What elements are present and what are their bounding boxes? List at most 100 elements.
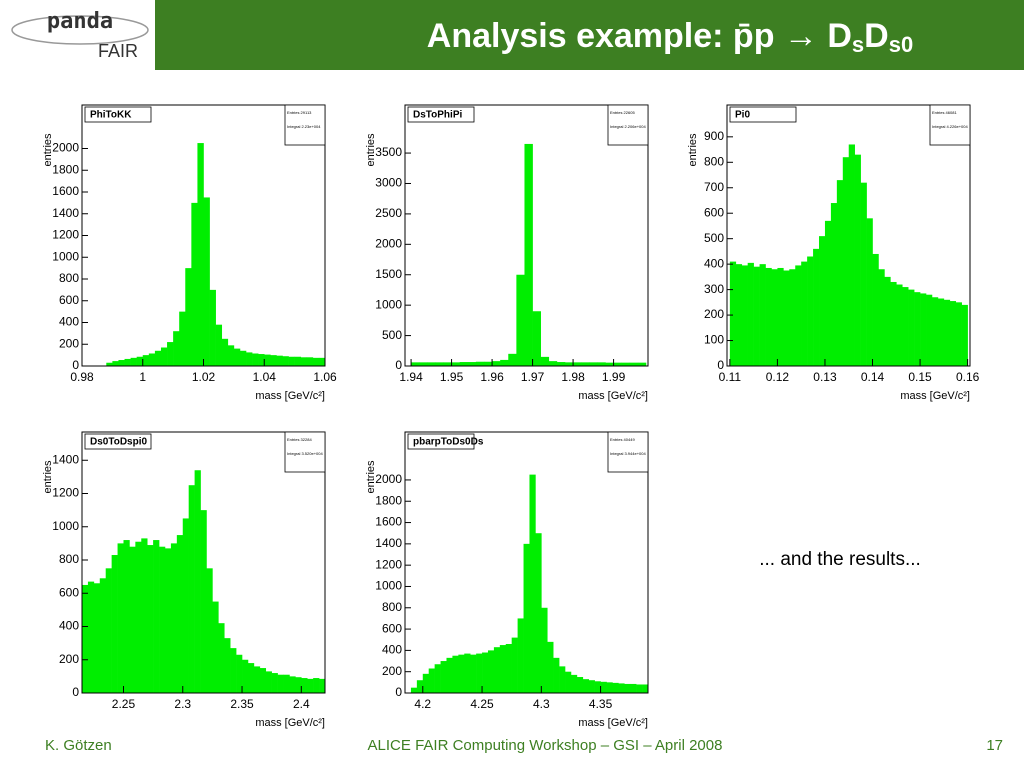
- bar: [753, 266, 760, 366]
- bar: [435, 362, 444, 366]
- bar: [872, 253, 879, 366]
- bar: [878, 269, 885, 366]
- bar: [624, 683, 631, 693]
- bar: [801, 261, 808, 366]
- bar: [813, 248, 820, 366]
- bar: [167, 342, 174, 366]
- bar: [148, 353, 156, 366]
- bar: [318, 357, 325, 366]
- bar: [443, 362, 452, 366]
- bar: [961, 304, 968, 366]
- bar: [434, 664, 441, 693]
- stats-text: Entries 32284: [287, 437, 312, 442]
- plot-frame: [726, 104, 971, 367]
- y-tick-label: 1500: [375, 267, 402, 281]
- x-tick-label: 2.4: [293, 697, 310, 711]
- y-tick-label: 3000: [375, 176, 402, 190]
- bar: [613, 362, 622, 366]
- bar: [516, 274, 525, 366]
- bar: [159, 546, 166, 693]
- histogram-panel: 0 200 400 600 800 1000 1200 1400 2.25 2.3 2.35 2.4 m…: [42, 431, 326, 729]
- bar: [277, 674, 284, 693]
- bar: [230, 648, 237, 693]
- title-box: [729, 106, 797, 123]
- bar: [185, 268, 192, 366]
- x-tick-label: 4.2: [414, 697, 431, 711]
- x-tick-label: 2.35: [230, 697, 254, 711]
- y-axis-label: entries: [687, 133, 699, 167]
- x-tick-label: 1.02: [192, 370, 216, 384]
- bar: [194, 470, 201, 693]
- bar: [618, 683, 625, 693]
- bar: [582, 679, 590, 693]
- bar: [642, 684, 648, 693]
- histogram-panel: 0 100 200 300 400 500 600 700 800 900 0.11 0.12 0.13…: [687, 104, 980, 402]
- bar: [160, 347, 168, 366]
- x-tick-label: 0.11: [719, 370, 742, 384]
- bar: [860, 182, 867, 366]
- title-box: [84, 433, 152, 450]
- bar: [517, 618, 524, 693]
- bar: [253, 666, 261, 693]
- bar: [529, 474, 536, 693]
- bar: [242, 659, 249, 693]
- bar: [410, 687, 418, 693]
- bars: [106, 143, 325, 366]
- bar: [209, 289, 216, 366]
- bar: [142, 355, 150, 366]
- bar: [636, 684, 643, 693]
- bar: [289, 676, 296, 693]
- logo-panda: panda: [47, 9, 113, 34]
- bar: [105, 568, 112, 693]
- x-tick-label: 1.98: [561, 370, 585, 384]
- bar: [597, 362, 606, 366]
- bar: [419, 362, 428, 366]
- bar: [247, 663, 255, 693]
- bar: [203, 197, 210, 366]
- bar: [819, 236, 826, 366]
- bar: [482, 652, 489, 693]
- panel-title: Pi0: [735, 110, 750, 121]
- bar: [532, 311, 541, 366]
- bar: [130, 357, 137, 366]
- bars: [729, 144, 968, 366]
- y-tick-label: 0: [717, 358, 724, 372]
- stats-box: [929, 104, 971, 146]
- bar: [306, 357, 314, 366]
- y-tick-label: 1800: [52, 162, 79, 176]
- bar: [573, 362, 582, 366]
- x-tick-label: 0.12: [766, 370, 790, 384]
- bar: [548, 361, 558, 366]
- title-sub: s: [852, 32, 864, 57]
- histogram-panel: 0 200 400 600 800 1000 1200 1400 1600 1800 2000 4.2…: [365, 431, 649, 729]
- y-tick-label: 600: [382, 621, 402, 635]
- bar: [212, 601, 219, 693]
- bar: [783, 270, 790, 366]
- y-tick-label: 600: [704, 205, 724, 219]
- title-part: Analysis example: p̄p → D: [427, 17, 852, 55]
- x-tick-label: 0.98: [70, 370, 94, 384]
- bar: [295, 677, 302, 693]
- bar: [164, 548, 172, 693]
- panel-title: DsToPhiPi: [413, 110, 462, 121]
- x-tick-label: 1: [139, 370, 146, 384]
- bar: [218, 623, 225, 693]
- y-tick-label: 0: [72, 358, 79, 372]
- bar: [588, 680, 595, 693]
- y-tick-label: 800: [59, 552, 79, 566]
- stats-text: Entries 46081: [932, 110, 957, 115]
- bar: [741, 265, 748, 366]
- y-tick-label: 800: [704, 154, 724, 168]
- y-axis-label: entries: [365, 460, 377, 494]
- bar: [182, 518, 189, 693]
- x-axis-label: mass [GeV/c²]: [578, 390, 648, 402]
- bar: [493, 647, 501, 693]
- bar: [637, 362, 647, 366]
- title-box: [407, 433, 475, 450]
- title-sub: s0: [889, 32, 913, 57]
- y-axis-label: entries: [42, 133, 54, 167]
- bar: [300, 357, 308, 366]
- bar: [276, 355, 283, 366]
- bar: [594, 681, 601, 693]
- bar: [221, 338, 229, 366]
